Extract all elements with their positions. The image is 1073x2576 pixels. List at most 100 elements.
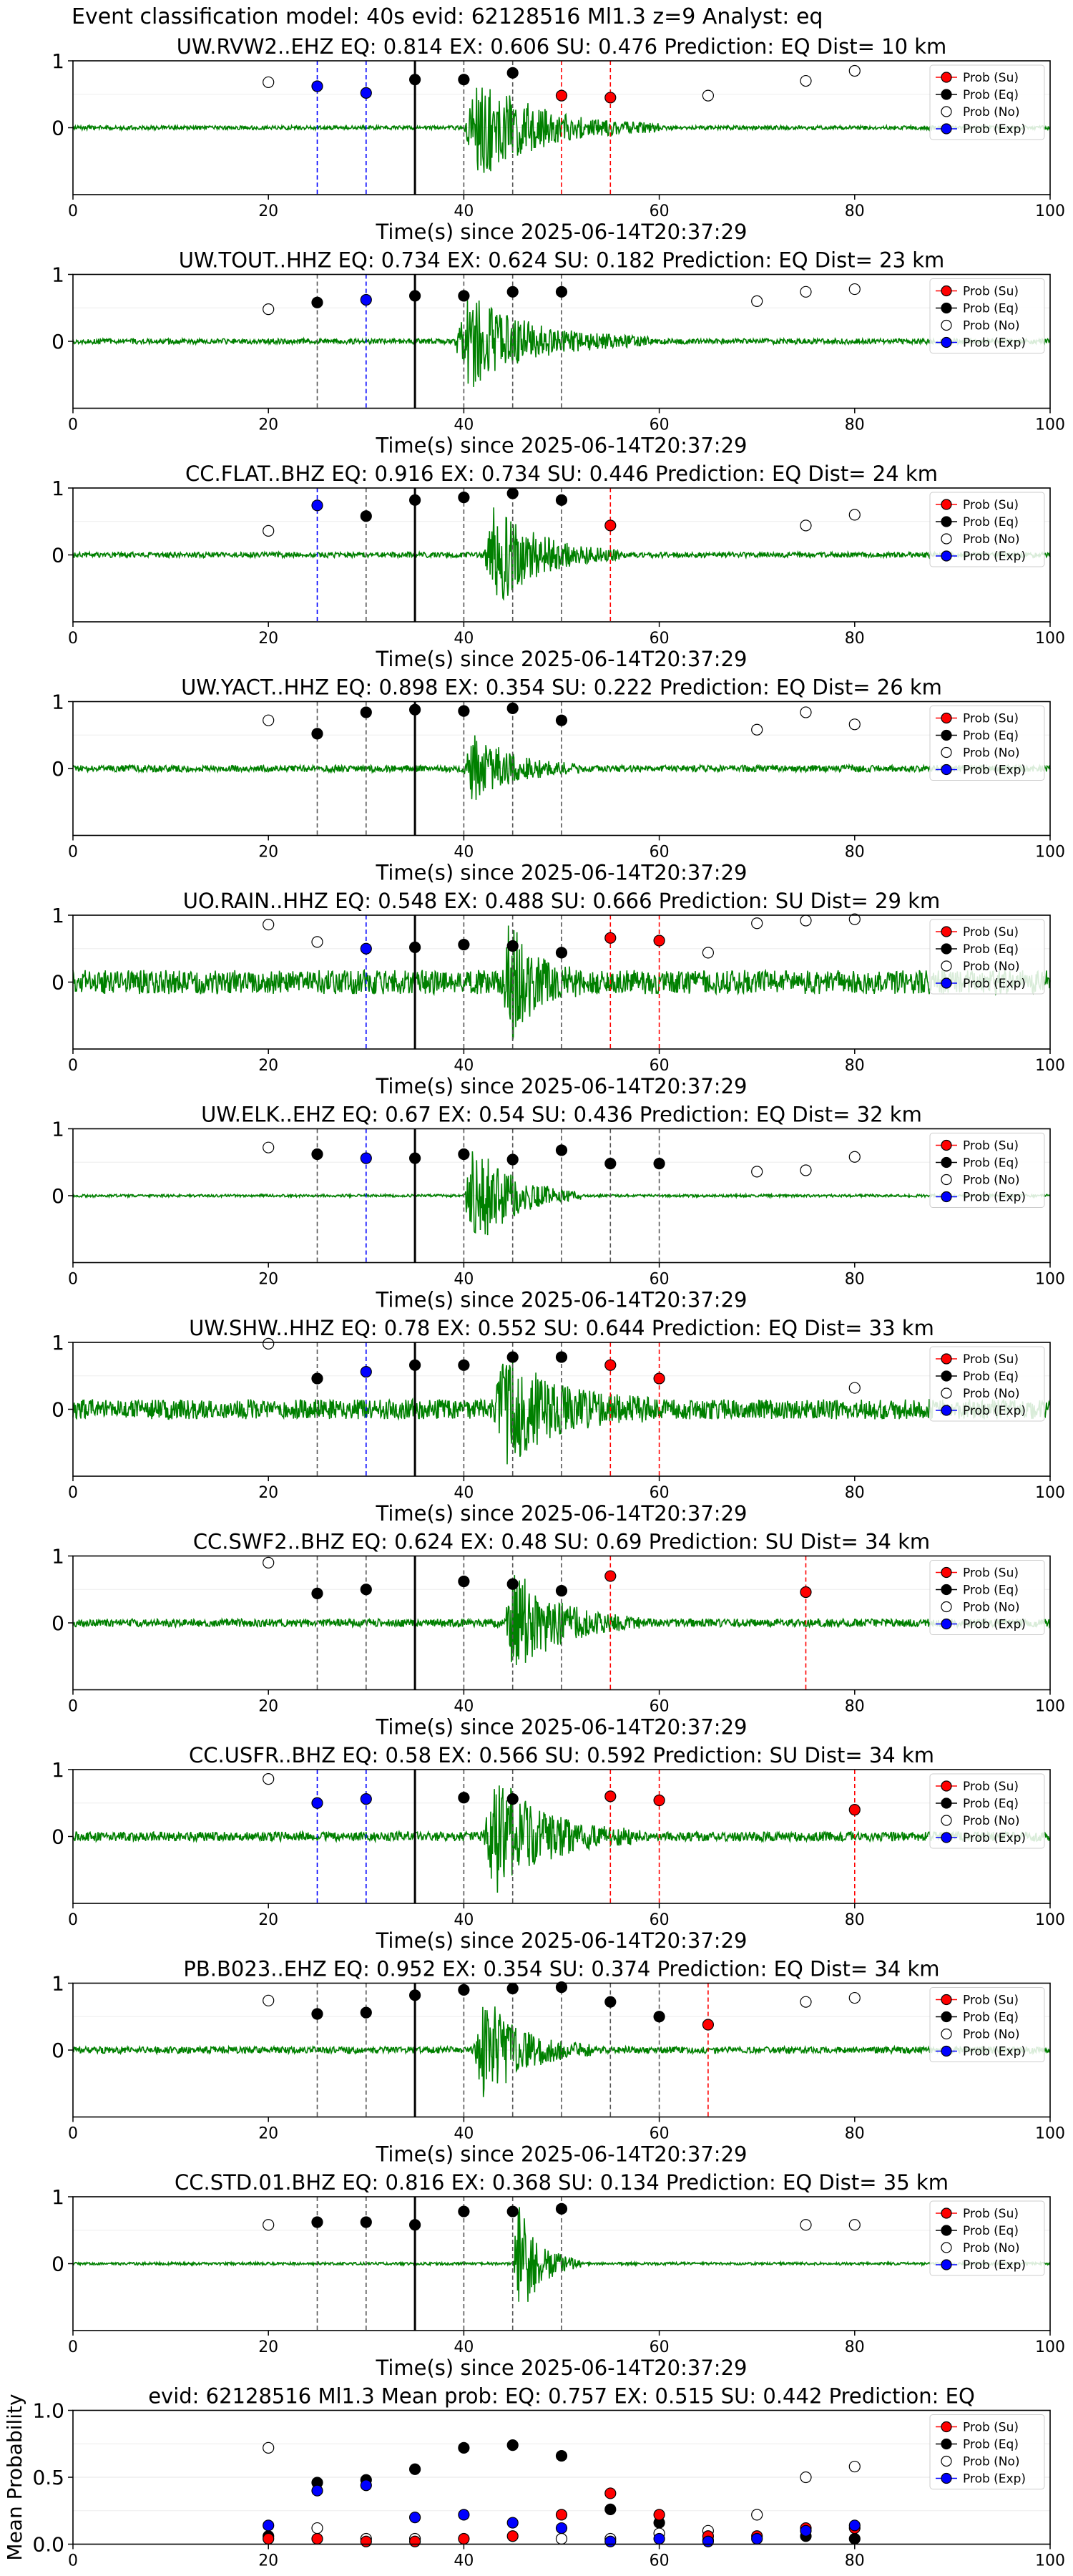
legend-marker-eq <box>941 302 952 314</box>
y-tick-label: 1 <box>52 2185 64 2209</box>
y-tick-label: 1 <box>52 1545 64 1568</box>
prob-point-exp <box>555 2522 568 2534</box>
x-tick-label: 20 <box>258 416 278 434</box>
x-tick-label: 20 <box>258 630 278 648</box>
legend-label: Prob (Exp) <box>963 2045 1026 2059</box>
y-tick-label: 0 <box>52 757 64 781</box>
prob-point-exp <box>408 2512 421 2524</box>
panel-title: UW.TOUT..HHZ EQ: 0.734 EX: 0.624 SU: 0.1… <box>179 248 945 273</box>
x-tick-label: 40 <box>454 2338 474 2356</box>
prob-point-eq <box>311 2216 323 2228</box>
prob-point-eq <box>311 1372 323 1385</box>
prob-point-no <box>800 1996 812 2008</box>
prob-point-su <box>604 932 617 944</box>
legend: Prob (Su) Prob (Eq) Prob (No) Prob (Exp) <box>929 1346 1045 1422</box>
prob-point-no <box>848 64 861 77</box>
legend-label: Prob (Su) <box>963 1566 1019 1581</box>
legend-marker-su <box>941 1994 952 2006</box>
y-tick-label: 0 <box>52 1611 64 1635</box>
legend: Prob (Su) Prob (Eq) Prob (No) Prob (Exp) <box>929 919 1045 995</box>
x-tick-label: 80 <box>845 1271 865 1289</box>
prob-point-no <box>800 2219 812 2231</box>
prob-point-su <box>604 519 617 532</box>
prob-point-no <box>848 1151 861 1163</box>
prob-point-eq <box>458 491 470 504</box>
legend-label: Prob (No) <box>963 105 1020 119</box>
x-tick-label: 100 <box>1035 1484 1065 1502</box>
prob-point-no <box>263 1141 275 1153</box>
x-tick-label: 20 <box>258 1057 278 1075</box>
prob-point-no <box>311 2522 323 2534</box>
prob-point-su <box>702 2019 715 2031</box>
legend-marker-no <box>941 533 952 545</box>
prob-point-exp <box>751 2532 763 2545</box>
y-tick-label: 1 <box>52 1118 64 1141</box>
legend-label: Prob (Eq) <box>963 88 1019 102</box>
x-tick-label: 20 <box>258 1698 278 1716</box>
x-tick-label: 40 <box>454 1911 474 1929</box>
x-tick-label: 20 <box>258 844 278 862</box>
legend-box <box>929 1560 1045 1635</box>
prob-point-eq <box>458 290 470 302</box>
x-axis-label: Time(s) since 2025-06-14T20:37:29 <box>376 647 748 671</box>
legend-label: Prob (Exp) <box>963 1831 1026 1845</box>
legend-label: Prob (Su) <box>963 1994 1019 2008</box>
panel-title: UW.ELK..EHZ EQ: 0.67 EX: 0.54 SU: 0.436 … <box>201 1103 922 1127</box>
legend-marker-exp <box>941 1618 952 1630</box>
y-tick-label: 0.5 <box>32 2466 64 2489</box>
x-tick-label: 40 <box>454 416 474 434</box>
legend: Prob (Su) Prob (Eq) Prob (No) Prob (Exp) <box>929 1133 1045 1208</box>
prob-point-no <box>263 1994 275 2006</box>
prob-point-no <box>751 295 763 307</box>
legend-marker-eq <box>941 2011 952 2023</box>
prob-point-su <box>360 2535 372 2547</box>
prob-point-exp <box>311 499 323 512</box>
prob-point-eq <box>458 1148 470 1161</box>
y-tick-label: 1 <box>52 49 64 73</box>
prob-point-eq <box>408 1152 421 1164</box>
legend-label: Prob (Su) <box>963 712 1019 726</box>
legend-marker-su <box>941 712 952 724</box>
legend-label: Prob (Su) <box>963 1352 1019 1367</box>
prob-point-no <box>848 2460 861 2473</box>
panel-5: UO.RAIN..HHZ EQ: 0.548 EX: 0.488 SU: 0.6… <box>52 889 1065 1098</box>
prob-point-eq <box>360 1584 372 1596</box>
x-tick-label: 80 <box>845 1911 865 1929</box>
legend: Prob (Su) Prob (Eq) Prob (No) Prob (Exp) <box>929 278 1045 353</box>
x-tick-label: 20 <box>258 1271 278 1289</box>
x-tick-label: 60 <box>650 2338 670 2356</box>
legend: Prob (Su) Prob (Eq) Prob (No) Prob (Exp) <box>929 492 1045 567</box>
prob-point-no <box>848 1991 861 2004</box>
x-tick-label: 80 <box>845 2338 865 2356</box>
legend-marker-eq <box>941 1797 952 1809</box>
prob-point-su <box>653 935 665 947</box>
x-tick-label: 40 <box>454 1698 474 1716</box>
x-tick-label: 80 <box>845 630 865 648</box>
y-tick-label: 0.0 <box>32 2533 64 2557</box>
legend-label: Prob (No) <box>963 960 1020 974</box>
prob-point-no <box>263 2219 275 2231</box>
prob-point-eq <box>408 290 421 302</box>
y-tick-label: 1 <box>52 1972 64 1996</box>
legend-label: Prob (Eq) <box>963 942 1019 957</box>
legend-label: Prob (Eq) <box>963 1584 1019 1598</box>
legend-marker-su <box>941 926 952 937</box>
x-tick-label: 60 <box>650 1698 670 1716</box>
legend-marker-su <box>941 1353 952 1365</box>
legend-marker-exp <box>941 123 952 135</box>
waveform-trace <box>72 87 1051 173</box>
x-tick-label: 100 <box>1035 844 1065 862</box>
legend-box <box>929 278 1045 353</box>
prob-point-eq <box>653 2011 665 2023</box>
legend-marker-no <box>941 2028 952 2040</box>
prob-point-eq <box>408 2219 421 2231</box>
prob-point-eq <box>555 1585 568 1597</box>
panel-title: CC.USFR..BHZ EQ: 0.58 EX: 0.566 SU: 0.59… <box>189 1743 934 1767</box>
prob-point-no <box>800 706 812 718</box>
legend-label: Prob (Eq) <box>963 729 1019 743</box>
y-tick-label: 0 <box>52 330 64 353</box>
x-tick-label: 0 <box>68 2125 78 2143</box>
y-tick-label: 0 <box>52 1825 64 1849</box>
legend-box <box>929 2200 1045 2276</box>
prob-point-eq <box>506 2439 519 2451</box>
